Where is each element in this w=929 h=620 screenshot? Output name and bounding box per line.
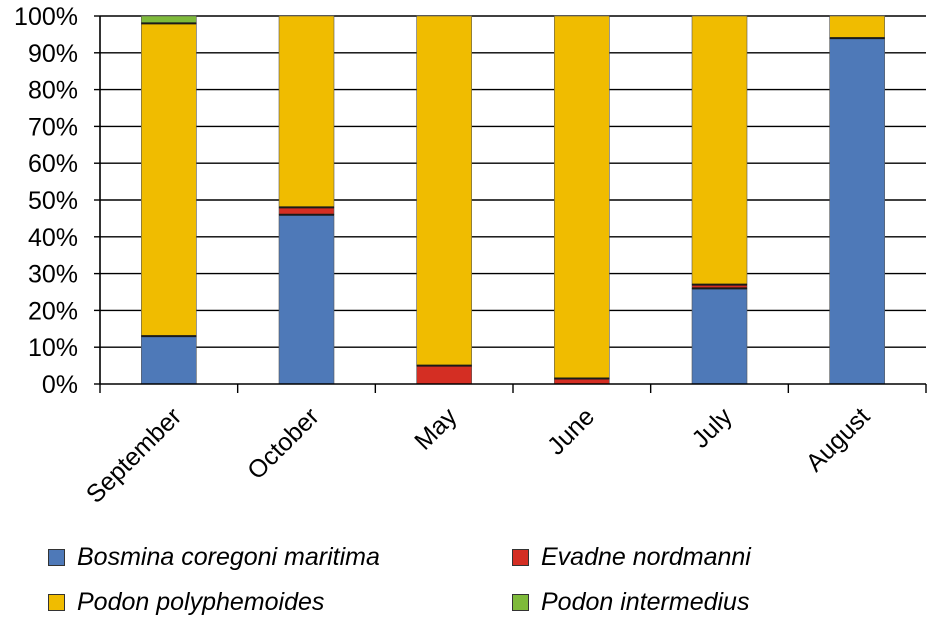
bar-segment bbox=[141, 15, 197, 24]
y-tick-label: 40% bbox=[28, 224, 78, 252]
x-tick-label: October bbox=[242, 402, 325, 485]
bar-segment bbox=[278, 214, 335, 385]
y-tick-label: 50% bbox=[28, 187, 78, 215]
legend-label: Bosmina coregoni maritima bbox=[77, 543, 380, 571]
legend-label: Podon polyphemoides bbox=[77, 588, 325, 616]
bar-segment bbox=[554, 15, 610, 379]
bar-segment bbox=[829, 15, 885, 39]
bar-segment bbox=[416, 365, 472, 385]
legend-item-podon-intermedius: Podon intermedius bbox=[512, 588, 749, 617]
y-tick-label: 0% bbox=[42, 371, 78, 399]
legend-item-evadne: Evadne nordmanni bbox=[512, 543, 751, 572]
y-tick-label: 90% bbox=[28, 40, 78, 68]
x-tick-label: May bbox=[409, 402, 463, 456]
bar-segment bbox=[141, 335, 197, 385]
y-tick-label: 20% bbox=[28, 297, 78, 325]
x-tick-label: June bbox=[542, 402, 600, 460]
y-tick-label: 30% bbox=[28, 261, 78, 289]
bar-segment bbox=[691, 288, 748, 385]
legend-swatch bbox=[512, 549, 529, 566]
bar-segment bbox=[416, 15, 472, 366]
legend-label: Podon intermedius bbox=[541, 588, 750, 616]
x-tick-label: July bbox=[686, 402, 738, 454]
bar-segment bbox=[278, 15, 335, 208]
bar-segment bbox=[141, 23, 197, 337]
y-tick-label: 10% bbox=[28, 334, 78, 362]
x-tick-label: August bbox=[801, 402, 876, 477]
y-tick-label: 100% bbox=[14, 3, 78, 31]
legend-item-podon-polyphemoides: Podon polyphemoides bbox=[48, 588, 324, 617]
bar-segment bbox=[278, 207, 335, 216]
y-tick-label: 70% bbox=[28, 113, 78, 141]
y-tick-label: 60% bbox=[28, 150, 78, 178]
legend-swatch bbox=[48, 549, 65, 566]
bar-segment bbox=[691, 15, 748, 285]
legend-label: Evadne nordmanni bbox=[541, 543, 751, 571]
legend-item-bosmina: Bosmina coregoni maritima bbox=[48, 543, 380, 572]
x-tick-label: September bbox=[81, 402, 187, 508]
y-tick-label: 80% bbox=[28, 77, 78, 105]
legend-swatch bbox=[512, 594, 529, 611]
legend-swatch bbox=[48, 594, 65, 611]
bar-segment bbox=[829, 37, 885, 385]
